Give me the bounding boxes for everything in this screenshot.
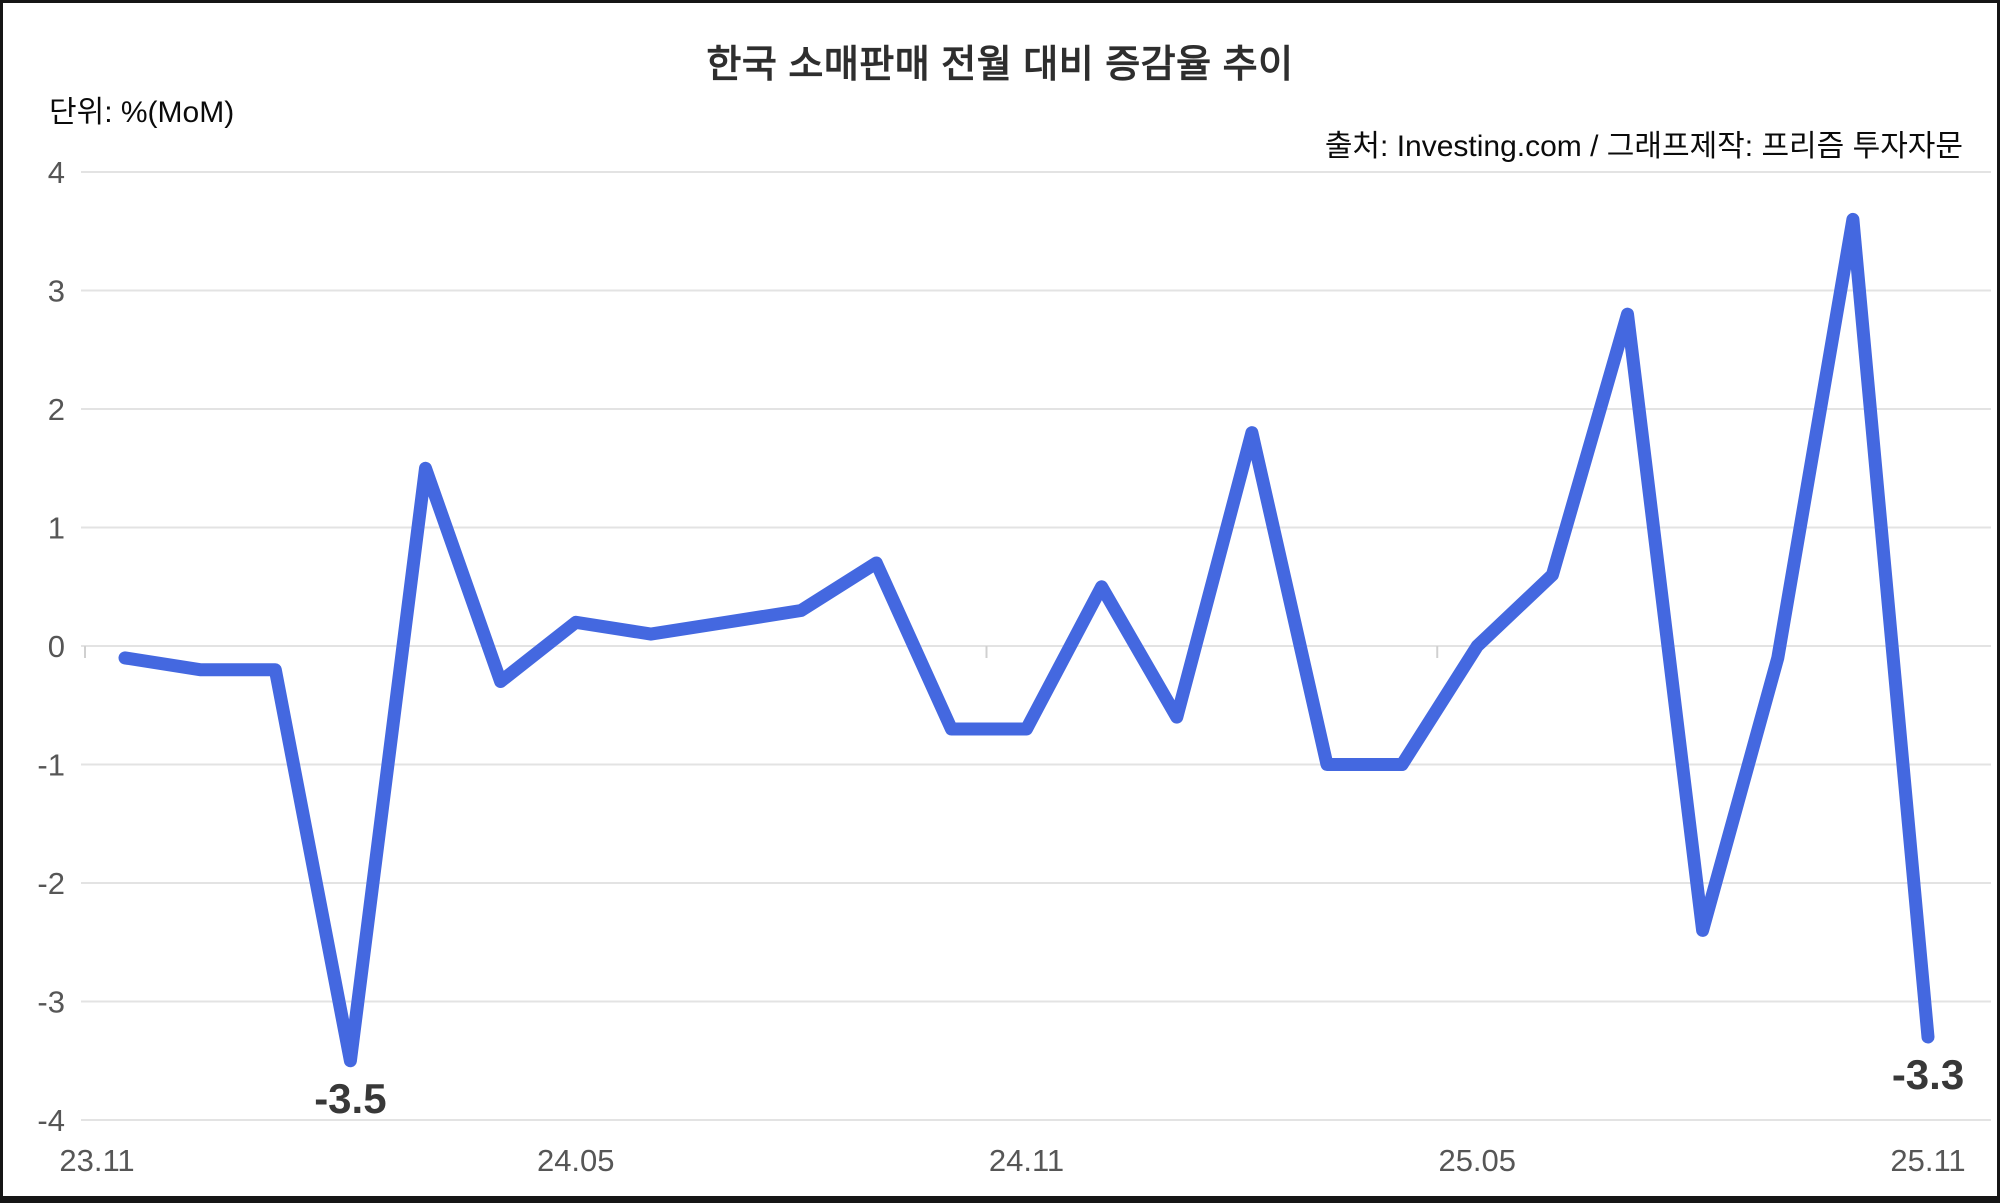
data-label: -3.3 [1892, 1051, 1964, 1098]
data-line [118, 212, 1935, 1068]
y-tick-label: 0 [48, 629, 65, 664]
x-tick-label: 23.11 [59, 1143, 134, 1178]
y-tick-label: -3 [37, 985, 65, 1020]
data-point-annotations: -3.5 -3.3 [314, 1051, 1964, 1122]
data-label: -3.5 [314, 1075, 386, 1122]
y-tick-label: 4 [48, 155, 65, 190]
source-label: 출처: Investing.com / 그래프제작: 프리즘 투자자문 [1324, 130, 1963, 163]
x-tick-label: 24.11 [989, 1143, 1064, 1178]
zero-axis-ticks [84, 646, 1889, 658]
chart-title: 한국 소매판매 전월 대비 증감율 추이 [706, 44, 1294, 86]
unit-label: 단위: %(MoM) [49, 96, 235, 129]
y-tick-labels: 4 3 2 1 0 -1 -2 -3 -4 [37, 155, 65, 1138]
gridlines [81, 171, 1991, 1121]
y-tick-label: -1 [37, 748, 65, 783]
y-tick-label: -4 [37, 1103, 65, 1138]
y-tick-label: 2 [48, 392, 65, 427]
x-tick-label: 25.05 [1438, 1143, 1516, 1178]
x-tick-labels: 23.11 24.05 24.11 25.05 25.11 [59, 1143, 1965, 1178]
y-tick-label: 3 [48, 274, 65, 309]
x-tick-label: 25.11 [1890, 1143, 1965, 1178]
y-tick-label: 1 [48, 511, 65, 546]
x-tick-label: 24.05 [537, 1143, 615, 1178]
y-tick-label: -2 [37, 866, 65, 901]
